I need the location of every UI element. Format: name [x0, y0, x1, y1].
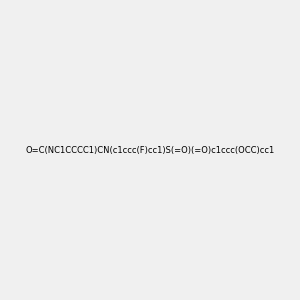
Text: O=C(NC1CCCC1)CN(c1ccc(F)cc1)S(=O)(=O)c1ccc(OCC)cc1: O=C(NC1CCCC1)CN(c1ccc(F)cc1)S(=O)(=O)c1c… [26, 146, 275, 154]
